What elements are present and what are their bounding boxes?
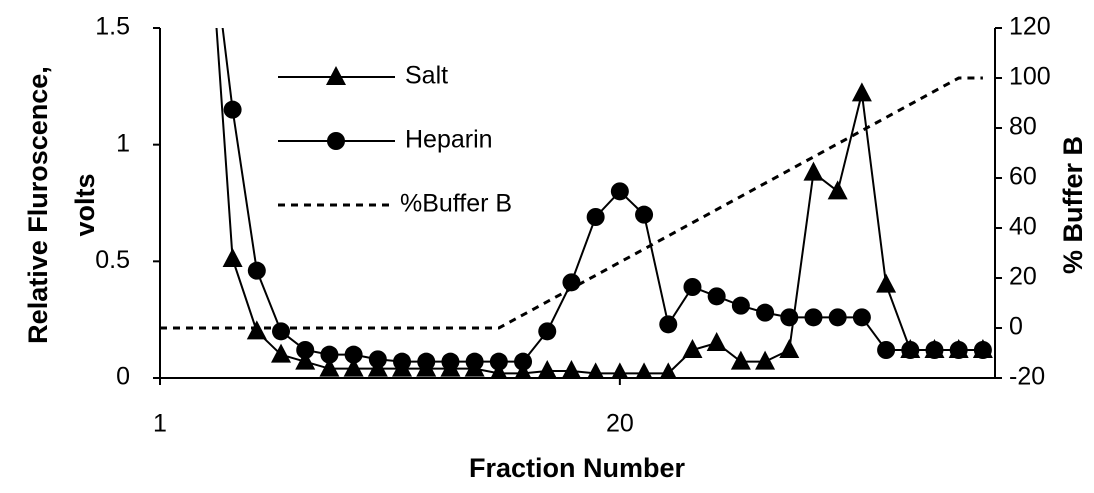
marker: [562, 273, 581, 292]
marker: [272, 322, 291, 341]
marker: [296, 341, 315, 359]
marker: [223, 100, 242, 119]
x-axis-label: Fraction Number: [469, 453, 686, 483]
marker: [587, 362, 604, 378]
legend-marker: [327, 132, 345, 150]
marker: [465, 352, 484, 371]
y2-tick-label: 120: [1009, 13, 1051, 41]
marker: [441, 352, 460, 371]
y2-tick-label: 20: [1009, 263, 1037, 291]
marker: [368, 350, 387, 369]
y2-tick-label: 40: [1009, 213, 1037, 241]
marker: [246, 320, 267, 340]
marker: [780, 308, 799, 327]
marker: [851, 82, 872, 102]
marker: [828, 308, 847, 327]
y-axis-label: volts: [70, 173, 100, 236]
marker: [343, 357, 364, 377]
marker: [877, 341, 896, 359]
marker: [683, 278, 702, 296]
y-axis-label: Relative Fluroscence,: [23, 66, 53, 344]
marker: [271, 343, 292, 363]
x-tick-label: 1: [153, 410, 167, 438]
marker: [827, 180, 848, 200]
marker: [344, 345, 363, 364]
y-tick-label: 1: [116, 129, 130, 157]
marker: [659, 315, 678, 334]
marker: [804, 308, 823, 327]
marker: [949, 341, 968, 359]
marker: [779, 339, 800, 358]
marker: [635, 205, 654, 224]
marker: [611, 362, 629, 378]
marker: [706, 332, 727, 351]
marker: [876, 273, 897, 293]
legend-label: %Buffer B: [400, 190, 512, 218]
marker: [635, 362, 653, 378]
marker: [247, 261, 266, 280]
marker: [852, 308, 871, 327]
y2-tick-label: 60: [1009, 163, 1037, 191]
y-tick-label: 0.5: [95, 246, 130, 274]
marker: [756, 303, 775, 322]
marker: [222, 248, 243, 267]
series-line: [160, 76, 983, 330]
marker: [295, 350, 316, 370]
y-tick-label: 1.5: [95, 13, 130, 41]
y2-tick-label: 0: [1009, 313, 1023, 341]
y2-tick-label: -20: [1009, 363, 1045, 391]
y2-tick-label: 80: [1009, 113, 1037, 141]
marker: [514, 352, 533, 371]
marker: [417, 352, 436, 371]
marker: [538, 322, 557, 341]
marker: [319, 357, 340, 377]
marker: [803, 161, 824, 181]
y2-axis-label: % Buffer B: [1058, 136, 1088, 274]
series-line: [221, 28, 983, 363]
marker: [586, 208, 605, 226]
marker: [660, 362, 677, 378]
marker: [489, 352, 508, 371]
marker: [925, 341, 944, 359]
legend-label: Heparin: [405, 126, 493, 154]
marker: [561, 360, 581, 378]
marker: [973, 341, 992, 359]
legend-label: Salt: [405, 62, 448, 90]
marker: [393, 352, 412, 371]
marker: [755, 350, 776, 370]
marker: [901, 341, 920, 359]
x-tick-label: 20: [606, 410, 634, 438]
marker: [610, 182, 629, 201]
y-tick-label: 0: [116, 363, 130, 391]
marker: [682, 339, 703, 358]
plot-area: [160, 28, 993, 378]
marker: [707, 287, 726, 306]
marker: [730, 350, 751, 370]
marker: [731, 296, 750, 315]
legend-marker: [326, 66, 346, 85]
marker: [320, 345, 339, 364]
y2-tick-label: 100: [1009, 63, 1051, 91]
marker: [537, 360, 557, 378]
